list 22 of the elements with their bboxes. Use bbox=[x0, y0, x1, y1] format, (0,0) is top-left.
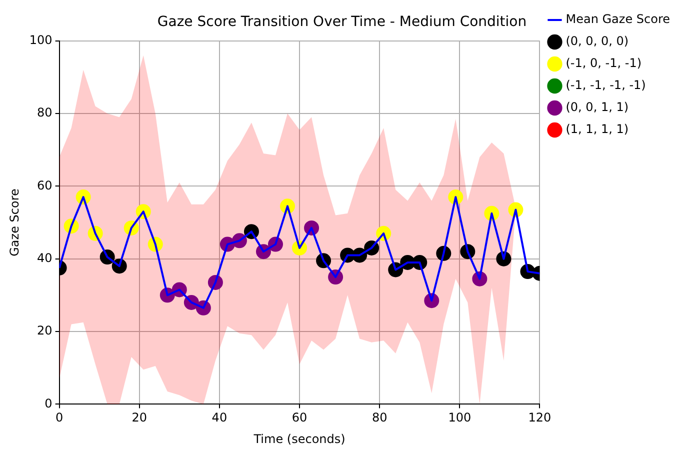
y-axis-title: Gaze Score bbox=[7, 188, 22, 256]
y-tick-label: 60 bbox=[37, 178, 52, 192]
legend-label: (-1, -1, -1, -1) bbox=[566, 78, 646, 92]
y-tick-label: 40 bbox=[37, 250, 52, 265]
chart-title: Gaze Score Transition Over Time - Medium Condition bbox=[157, 14, 527, 30]
legend-label: (-1, 0, -1, -1) bbox=[566, 56, 642, 70]
x-tick-label: 0 bbox=[55, 410, 64, 425]
x-tick-label: 20 bbox=[132, 410, 148, 425]
legend-label: (0, 0, 1, 1) bbox=[566, 100, 629, 114]
x-tick-label: 60 bbox=[292, 410, 308, 425]
x-tick-label: 40 bbox=[212, 410, 228, 425]
legend-label: Mean Gaze Score bbox=[566, 12, 670, 26]
x-tick-label: 120 bbox=[528, 410, 552, 425]
x-axis-title: Time (seconds) bbox=[252, 432, 346, 446]
x-tick-label: 100 bbox=[448, 410, 472, 425]
legend-label: (0, 0, 0, 0) bbox=[566, 34, 629, 48]
x-tick-label: 80 bbox=[372, 410, 388, 425]
y-tick-label: 20 bbox=[37, 324, 52, 338]
y-tick-label: 0 bbox=[44, 396, 52, 410]
legend-label: (1, 1, 1, 1) bbox=[566, 122, 629, 136]
y-tick-label: 100 bbox=[29, 32, 52, 47]
y-tick-label: 80 bbox=[37, 106, 52, 120]
